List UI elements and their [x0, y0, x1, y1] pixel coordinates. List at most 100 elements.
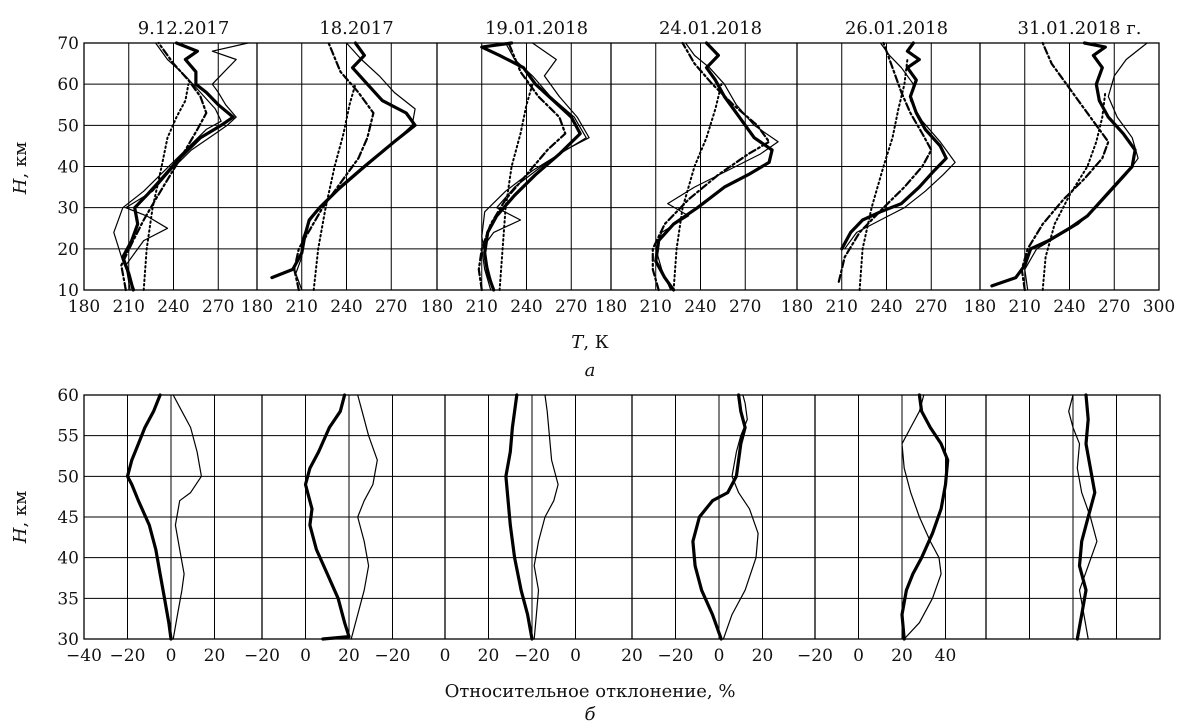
- bottom-x-axis-label: Относительное отклонение, %: [445, 681, 736, 702]
- x-tick-label: 180: [241, 297, 273, 317]
- x-tick-label: 210: [826, 297, 858, 317]
- panel-title: 31.01.2018 г.: [1018, 18, 1142, 39]
- series-line-dashdot: [477, 41, 567, 292]
- series-line-thick: [900, 393, 950, 641]
- temperature-chart: 10 20 30 40 50 60 70 9.12.2017 18.2017 19.01.2018…: [57, 18, 1175, 317]
- x-tick-label: 180: [421, 297, 453, 317]
- x-tick-label: 20: [204, 646, 226, 666]
- x-tick-label: 270: [375, 297, 407, 317]
- series-line-thick: [840, 41, 948, 251]
- x-tick-label: 0: [714, 646, 725, 666]
- bottom-y-axis-label: H, км: [10, 491, 31, 544]
- x-tick-label: 240: [1053, 297, 1085, 317]
- series-line-thin: [722, 394, 759, 640]
- panel-4: 24.01.2018: [610, 18, 779, 292]
- series-line-thin: [901, 394, 942, 640]
- panel-3: 19.01.2018: [436, 18, 590, 292]
- x-tick-label: 270: [555, 297, 587, 317]
- x-tick-label: 40: [935, 646, 957, 666]
- series-line-thick: [270, 41, 417, 280]
- y-tick-label: 45: [57, 508, 79, 528]
- panel-4: [631, 393, 763, 641]
- y-tick-label: 40: [57, 158, 79, 178]
- y-tick-label: 10: [57, 281, 79, 301]
- y-tick-label: 30: [57, 199, 79, 219]
- top-y-axis-label: H, км: [10, 142, 31, 195]
- series-line-thick: [504, 393, 534, 641]
- series-line-thin: [1068, 394, 1098, 640]
- series-line-thick: [654, 41, 774, 292]
- series-line-dashdot: [120, 41, 208, 292]
- x-tick-label: 240: [870, 297, 902, 317]
- x-tick-label: 180: [781, 297, 813, 317]
- x-tick-label: 0: [440, 646, 451, 666]
- y-tick-label: 55: [57, 427, 79, 447]
- series-line-thin: [172, 394, 202, 640]
- series-line-dotted: [1041, 91, 1107, 291]
- x-tick-label: 240: [330, 297, 362, 317]
- y-tick-label: 50: [57, 116, 79, 136]
- series-line-thick: [125, 393, 173, 641]
- series-line-dotted: [142, 83, 190, 291]
- panel-6: 31.01.2018 г.: [979, 18, 1148, 292]
- series-line-dotted: [672, 83, 723, 291]
- panel-1: [125, 393, 215, 641]
- series-line-dotted: [498, 83, 534, 291]
- x-tick-label: −20: [110, 646, 146, 666]
- bottom-panel-letter: б: [585, 704, 597, 725]
- series-line-dotted: [858, 58, 909, 291]
- top-panel-letter: а: [585, 360, 596, 381]
- series-line-thin: [533, 394, 559, 640]
- series-line-thick: [691, 393, 747, 641]
- panel-title: 26.01.2018: [845, 18, 948, 39]
- series-line-dashdot: [837, 41, 933, 283]
- x-tick-label: 20: [338, 646, 360, 666]
- series-line-dotted: [312, 83, 357, 291]
- x-tick-label: 240: [684, 297, 716, 317]
- x-tick-label: −20: [797, 646, 833, 666]
- panel-5: 26.01.2018: [796, 18, 956, 291]
- x-tick-label: −20: [514, 646, 550, 666]
- y-tick-label: 60: [57, 75, 79, 95]
- panel-title: 18.2017: [319, 18, 393, 39]
- y-tick-label: 70: [57, 34, 79, 54]
- x-tick-label: 180: [595, 297, 627, 317]
- x-tick-label: −40: [66, 646, 102, 666]
- series-line-thin: [350, 394, 378, 640]
- x-tick-label: 20: [891, 646, 913, 666]
- deviation-chart: 30 35 40 45 50 55 60 −40 −20 0 20 −20 0 20 −20 0 20 −20 0 2…: [57, 386, 1161, 666]
- x-tick-label: −20: [658, 646, 694, 666]
- x-tick-label: 270: [729, 297, 761, 317]
- series-line-thin: [481, 42, 590, 291]
- x-tick-label: 210: [286, 297, 318, 317]
- series-line-thick: [121, 41, 235, 292]
- x-tick-label: 20: [752, 646, 774, 666]
- x-tick-label: 180: [68, 297, 100, 317]
- series-line-dashdot: [651, 41, 771, 292]
- y-tick-label: 35: [57, 589, 79, 609]
- x-tick-label: 240: [510, 297, 542, 317]
- x-tick-label: 0: [570, 646, 581, 666]
- panel-5: [814, 393, 950, 641]
- series-line-thin: [655, 42, 779, 291]
- series-line-dashdot: [1020, 41, 1110, 292]
- x-tick-label: 0: [300, 646, 311, 666]
- x-tick-label: −20: [244, 646, 280, 666]
- panel-6: [985, 393, 1117, 641]
- x-tick-label: 20: [621, 646, 643, 666]
- x-tick-label: 180: [964, 297, 996, 317]
- series-line-thick: [303, 393, 351, 641]
- series-line-dashdot: [293, 41, 375, 292]
- x-tick-label: 270: [1098, 297, 1130, 317]
- series-line-thin: [295, 42, 416, 291]
- series-line-thin: [1024, 42, 1148, 291]
- y-tick-label: 30: [57, 630, 79, 650]
- panel-1: 9.12.2017: [113, 18, 249, 292]
- x-tick-label: −20: [375, 646, 411, 666]
- panel-2: [261, 393, 393, 641]
- panel-title: 9.12.2017: [138, 18, 230, 39]
- top-x-axis-label: T, К: [571, 332, 608, 353]
- y-tick-label: 60: [57, 386, 79, 406]
- panel-2: 18.2017: [256, 18, 417, 292]
- series-line-thick: [1075, 393, 1097, 641]
